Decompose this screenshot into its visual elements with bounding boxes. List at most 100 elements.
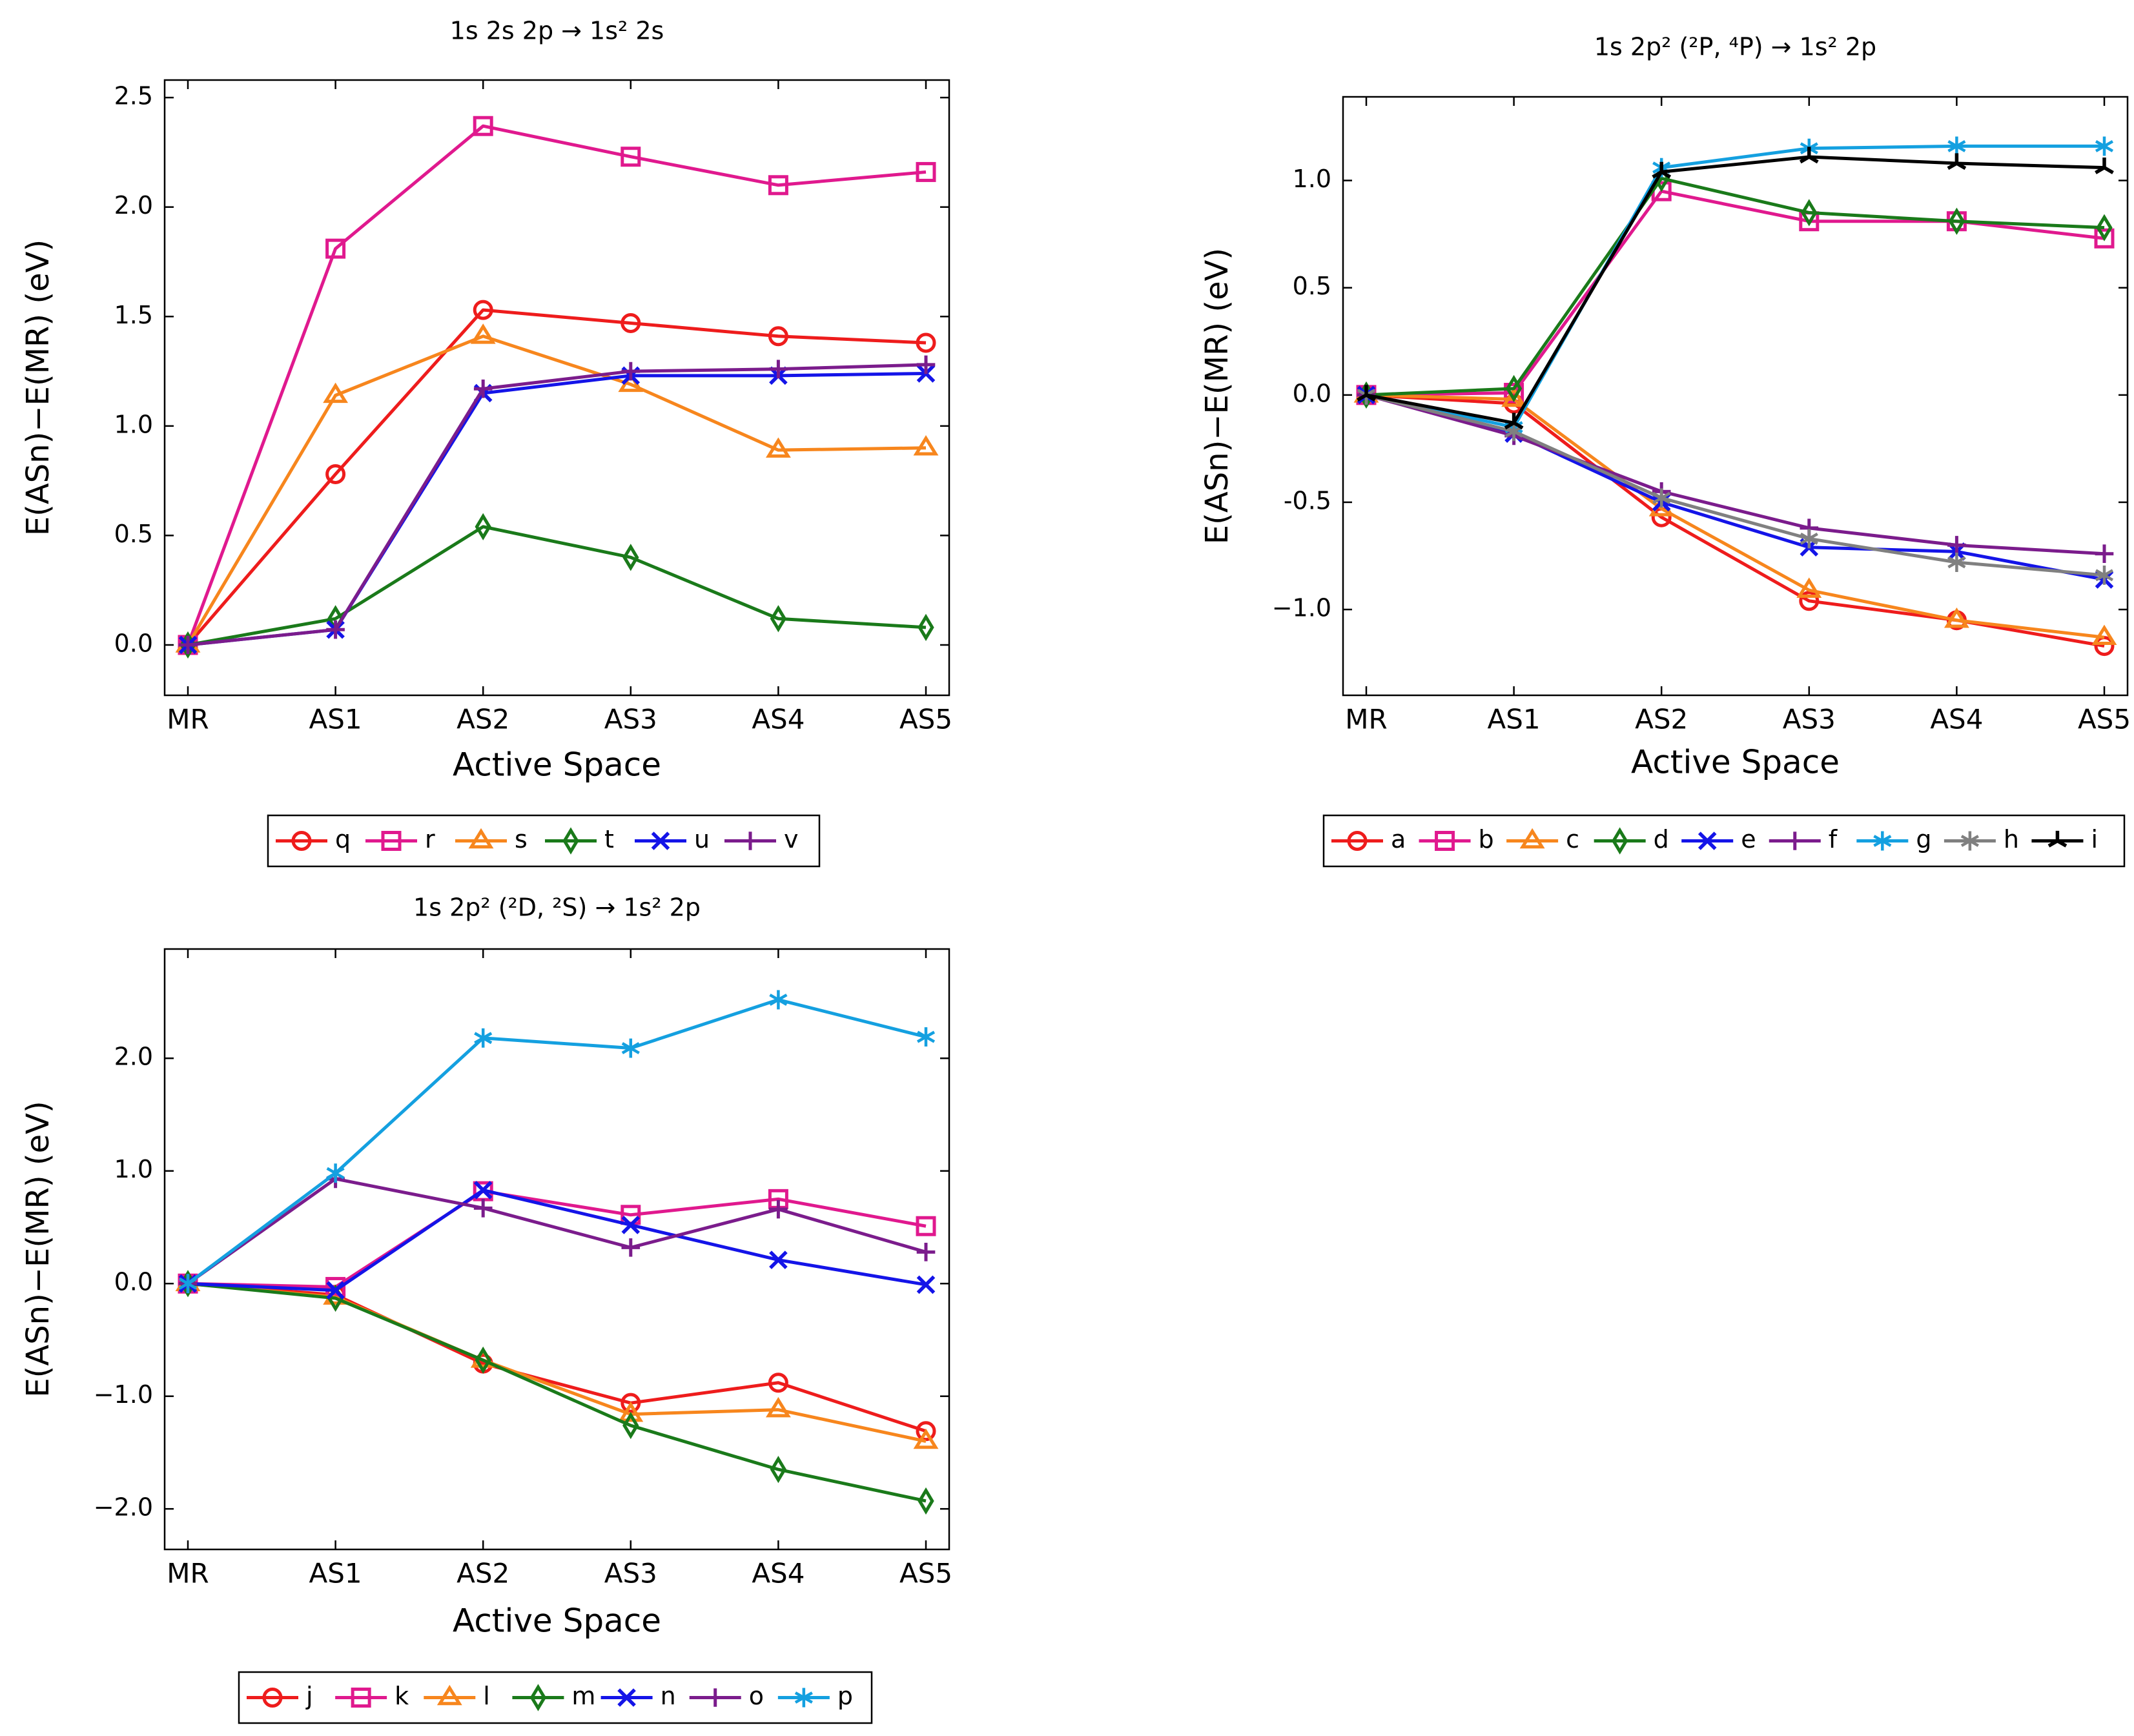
asterisk-marker [2095,136,2114,156]
diamond-marker [622,544,639,571]
y-tick-label: 0.0 [1293,379,1331,407]
x-marker [916,1275,936,1294]
legend-entry-u: u [635,825,710,853]
circle-marker [621,1393,641,1413]
y-tick-label: 1.0 [114,1155,153,1183]
x-axis-label: Active Space [1631,744,1840,781]
legend-entry-k: k [335,1682,409,1710]
x-marker [769,1251,788,1269]
series-line [187,308,927,646]
legend-label: e [1741,825,1756,853]
diamond-marker [918,613,934,641]
series-line [1366,189,2105,397]
x-tick-label: AS4 [752,704,805,735]
asterisk-marker [794,1688,813,1708]
tristar-marker [2095,158,2114,174]
chart-title: 1s 2s 2p → 1s² 2s [450,17,664,45]
triangle-marker [323,382,349,403]
legend-label: d [1654,825,1669,853]
y-axis-label: E(ASn)−E(MR) (eV) [1199,248,1235,544]
chart-panel-1: 1s 2s 2p → 1s² 2s 0.0 0.5 1.0 1.5 2.0 2.5 MR AS1… [20,17,952,868]
triangle-marker [1519,828,1545,849]
x-tick-label: AS3 [604,704,657,735]
legend-entry-b: b [1419,825,1494,853]
plus-marker [916,1243,936,1261]
legend: a b c d e f g h i [1322,814,2126,868]
series-line [1366,393,2105,577]
series-line [1366,393,2105,582]
diamond-marker [2096,214,2113,241]
asterisk-marker [1873,831,1892,851]
y-axis-label: E(ASn)−E(MR) (eV) [20,240,56,536]
asterisk-marker [178,1274,198,1294]
asterisk-marker [621,1038,640,1058]
asterisk-marker [474,1028,493,1048]
legend-label: u [694,825,710,853]
y-tick-label: 1.0 [1293,165,1331,193]
circle-marker [768,326,788,347]
triangle-marker [2091,624,2117,646]
legend-label: f [1829,825,1838,853]
triangle-marker [468,828,494,849]
chart-title: 1s 2p² (²D, ²S) → 1s² 2p [413,894,701,922]
tristar-marker [1504,413,1524,430]
x-axis-label: Active Space [453,1602,661,1640]
diamond-marker [918,1487,934,1515]
diamond-marker [475,1346,491,1374]
y-axis-label: E(ASn)−E(MR) (eV) [20,1101,56,1397]
legend-label: a [1391,825,1406,853]
plus-marker [473,1199,493,1218]
y-tick-label: 0.5 [114,520,153,548]
asterisk-marker [2095,565,2114,585]
legend: j k l m n o p [238,1671,873,1724]
series-i [1357,147,2114,430]
diamond-marker [475,513,491,540]
plus-marker [1947,536,1966,555]
series-line [187,1188,927,1292]
legend-entry-r: r [365,825,435,853]
plus-marker [621,1238,641,1257]
tristar-marker [1652,161,1672,179]
legend-label: r [425,825,435,853]
legend-label: j [305,1682,313,1710]
y-tick-label: 1.5 [114,301,153,329]
circle-marker [768,1373,788,1393]
x-tick-label: AS2 [1635,704,1688,735]
y-tick-label: 2.5 [114,82,153,110]
square-marker [621,147,641,167]
triangle-marker [765,1396,791,1418]
legend-label: i [2091,825,2098,853]
chart-panel-3: 1s 2p² (²D, ²S) → 1s² 2p −2.0 −1.0 0.0 1.0 2.… [20,894,952,1724]
series-line [187,1282,927,1503]
x-tick-label: AS4 [1930,704,1983,735]
plus-marker [621,362,641,381]
series-line [1366,144,2104,429]
x-tick-label: AS1 [309,1558,362,1589]
legend-entry-t: t [545,825,614,855]
triangle-marker [618,1401,644,1422]
diamond-marker [1801,199,1818,227]
legend-entry-m: m [512,1682,595,1711]
legend-entry-o: o [689,1682,764,1710]
circle-marker [621,312,641,333]
square-marker [916,1216,936,1236]
x-tick-label: AS3 [1783,704,1836,735]
x-marker [617,1688,636,1707]
plot-frame [163,948,950,1551]
asterisk-marker [1652,488,1671,508]
y-tick-label: 2.0 [114,1043,153,1071]
x-marker [651,832,670,850]
diamond-marker [1505,374,1523,402]
legend-label: g [1916,825,1931,853]
diamond-marker [770,1456,787,1484]
circle-marker [473,300,493,320]
square-marker [325,1276,346,1297]
legend-label: t [604,825,614,853]
legend-entry-g: g [1856,825,1931,853]
plus-marker [706,1688,725,1707]
circle-marker [325,464,346,484]
circle-marker [291,831,312,851]
series-line [186,124,927,646]
series-line [1366,155,2105,425]
